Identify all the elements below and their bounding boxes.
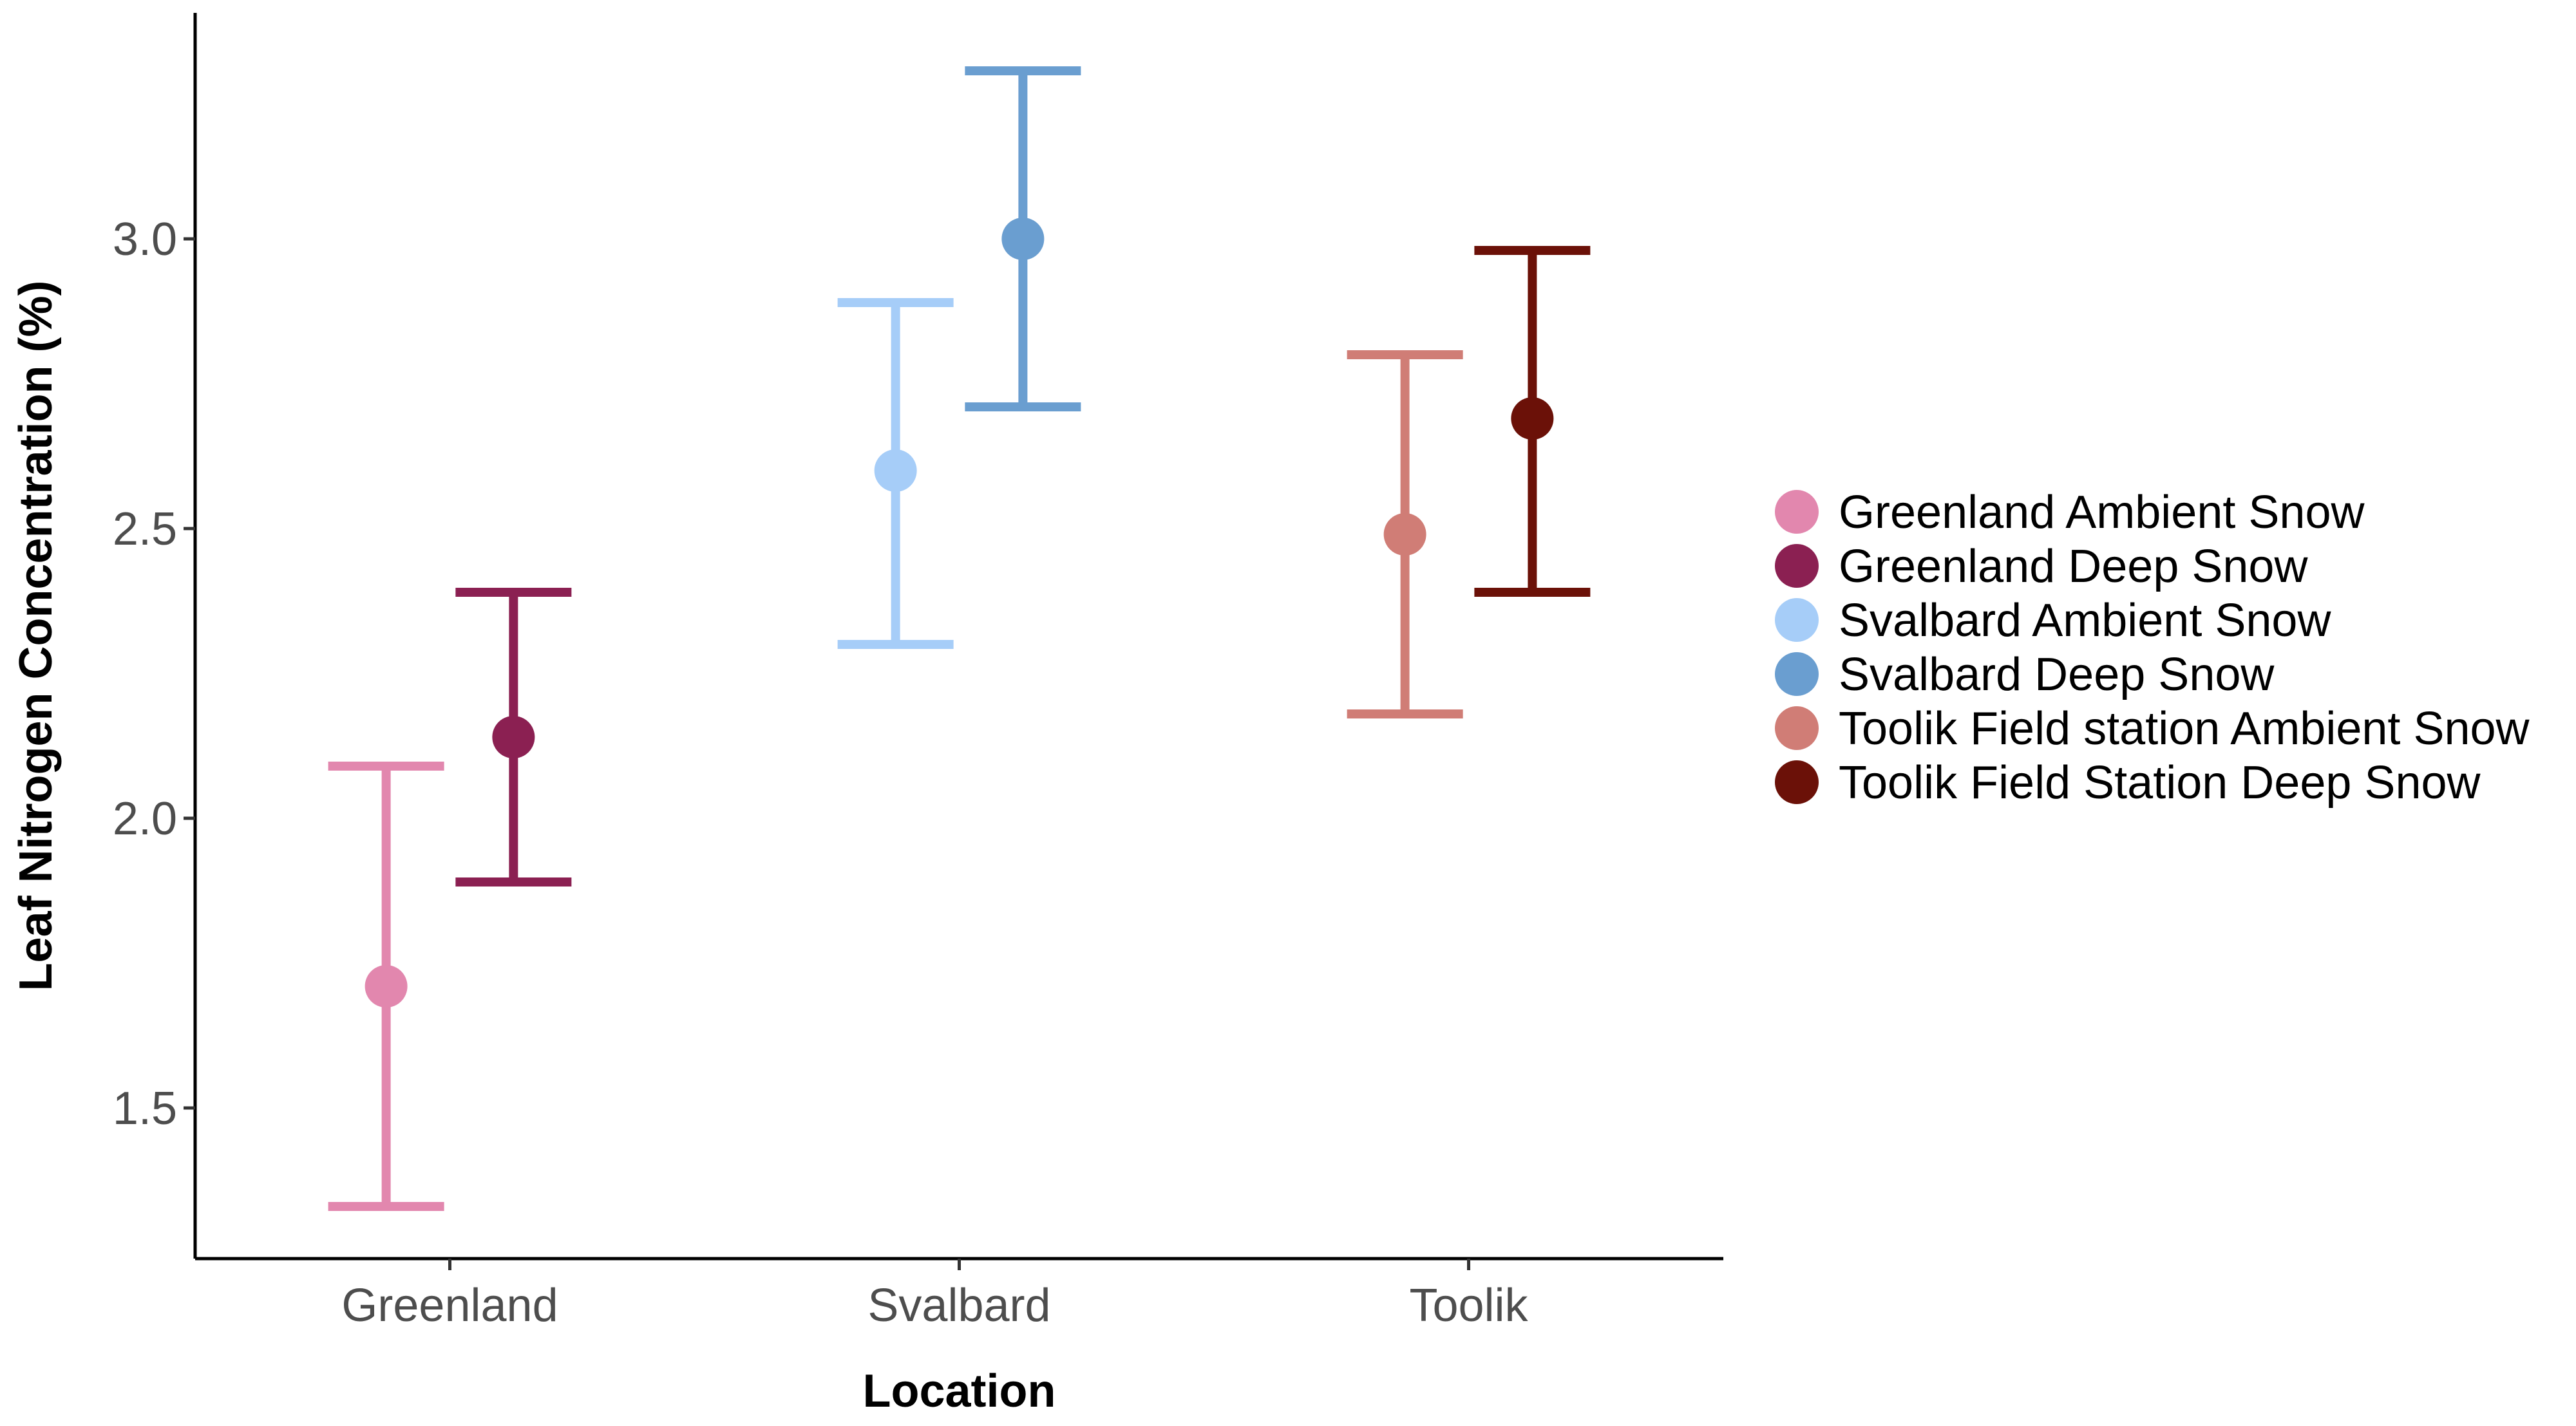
legend-label: Svalbard Ambient Snow — [1839, 595, 2331, 646]
legend-label: Toolik Field Station Deep Snow — [1839, 757, 2481, 809]
y-axis-ticks: 1.5 2.0 2.5 3.0 — [113, 214, 195, 1134]
series-group — [1347, 350, 1463, 718]
legend-key — [1775, 706, 1819, 750]
series-group — [1474, 246, 1591, 597]
x-axis-title: Location — [863, 1365, 1056, 1417]
data-point — [874, 449, 917, 492]
plot-area — [328, 66, 1591, 1211]
series-group — [837, 298, 954, 649]
legend-label: Svalbard Deep Snow — [1839, 649, 2275, 700]
y-tick-label: 2.5 — [113, 503, 177, 555]
y-tick-label: 1.5 — [113, 1083, 177, 1134]
data-point — [1001, 218, 1045, 260]
series-group — [328, 762, 444, 1211]
x-tick-label: Greenland — [341, 1280, 558, 1331]
data-point — [1511, 397, 1554, 440]
series-group — [965, 66, 1081, 411]
y-axis-title: Leaf Nitrogen Concentration (%) — [10, 280, 62, 991]
legend-key — [1775, 598, 1819, 642]
x-axis-ticks: Greenland Svalbard Toolik — [341, 1259, 1529, 1331]
legend-label: Greenland Ambient Snow — [1839, 487, 2365, 538]
legend-key — [1775, 652, 1819, 696]
data-point — [492, 716, 535, 758]
legend-key — [1775, 544, 1819, 588]
x-tick-label: Toolik — [1409, 1280, 1528, 1331]
legend-key — [1775, 490, 1819, 534]
y-tick-label: 2.0 — [113, 793, 177, 845]
data-point — [365, 965, 408, 1008]
series-group — [455, 588, 572, 887]
y-tick-label: 3.0 — [113, 214, 177, 265]
legend-label: Greenland Deep Snow — [1839, 541, 2308, 592]
legend-key — [1775, 760, 1819, 804]
legend-label: Toolik Field station Ambient Snow — [1839, 703, 2530, 755]
data-point — [1383, 513, 1426, 556]
x-tick-label: Svalbard — [867, 1280, 1050, 1331]
